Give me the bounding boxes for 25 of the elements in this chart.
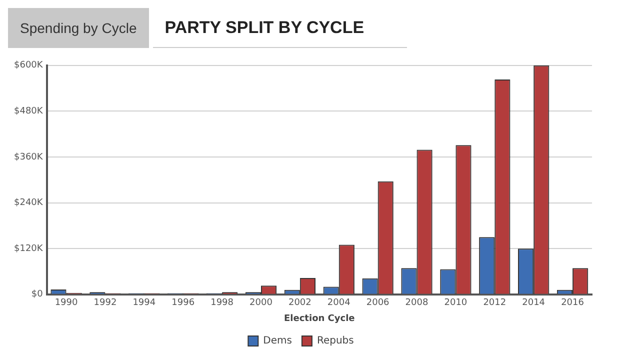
y-tick-label: $480K (14, 106, 44, 117)
x-tick-label: 2004 (327, 298, 351, 308)
x-tick-label: 2008 (405, 298, 428, 308)
x-tick-label: 2016 (561, 298, 584, 308)
x-tick-label: 2000 (250, 298, 273, 308)
legend-label: Repubs (316, 336, 354, 347)
text: Spending by Cycle (8, 8, 149, 48)
x-tick-label: 2010 (444, 298, 468, 308)
y-tick-label: $120K (14, 244, 44, 254)
x-tick-label: 2002 (288, 298, 312, 308)
x-axis-title: Election Cycle (284, 314, 355, 324)
y-tick-label: $0 (31, 290, 44, 300)
x-tick-label: 1990 (54, 298, 78, 308)
x-tick-label: 2006 (366, 298, 390, 308)
legend-label: Dems (263, 336, 292, 347)
y-tick-label: $600K (14, 60, 44, 71)
chart-title: PARTY SPLIT BY CYCLE (152, 8, 407, 48)
x-tick-label: 2014 (522, 298, 546, 308)
x-tick-label: 1994 (132, 298, 156, 308)
x-tick-label: 2012 (483, 298, 506, 308)
y-tick-label: $240K (14, 198, 44, 208)
x-tick-label: 1992 (94, 298, 117, 308)
y-tick-label: $360K (14, 152, 44, 162)
x-tick-label: 1996 (172, 298, 195, 308)
x-tick-label: 1998 (210, 298, 234, 308)
